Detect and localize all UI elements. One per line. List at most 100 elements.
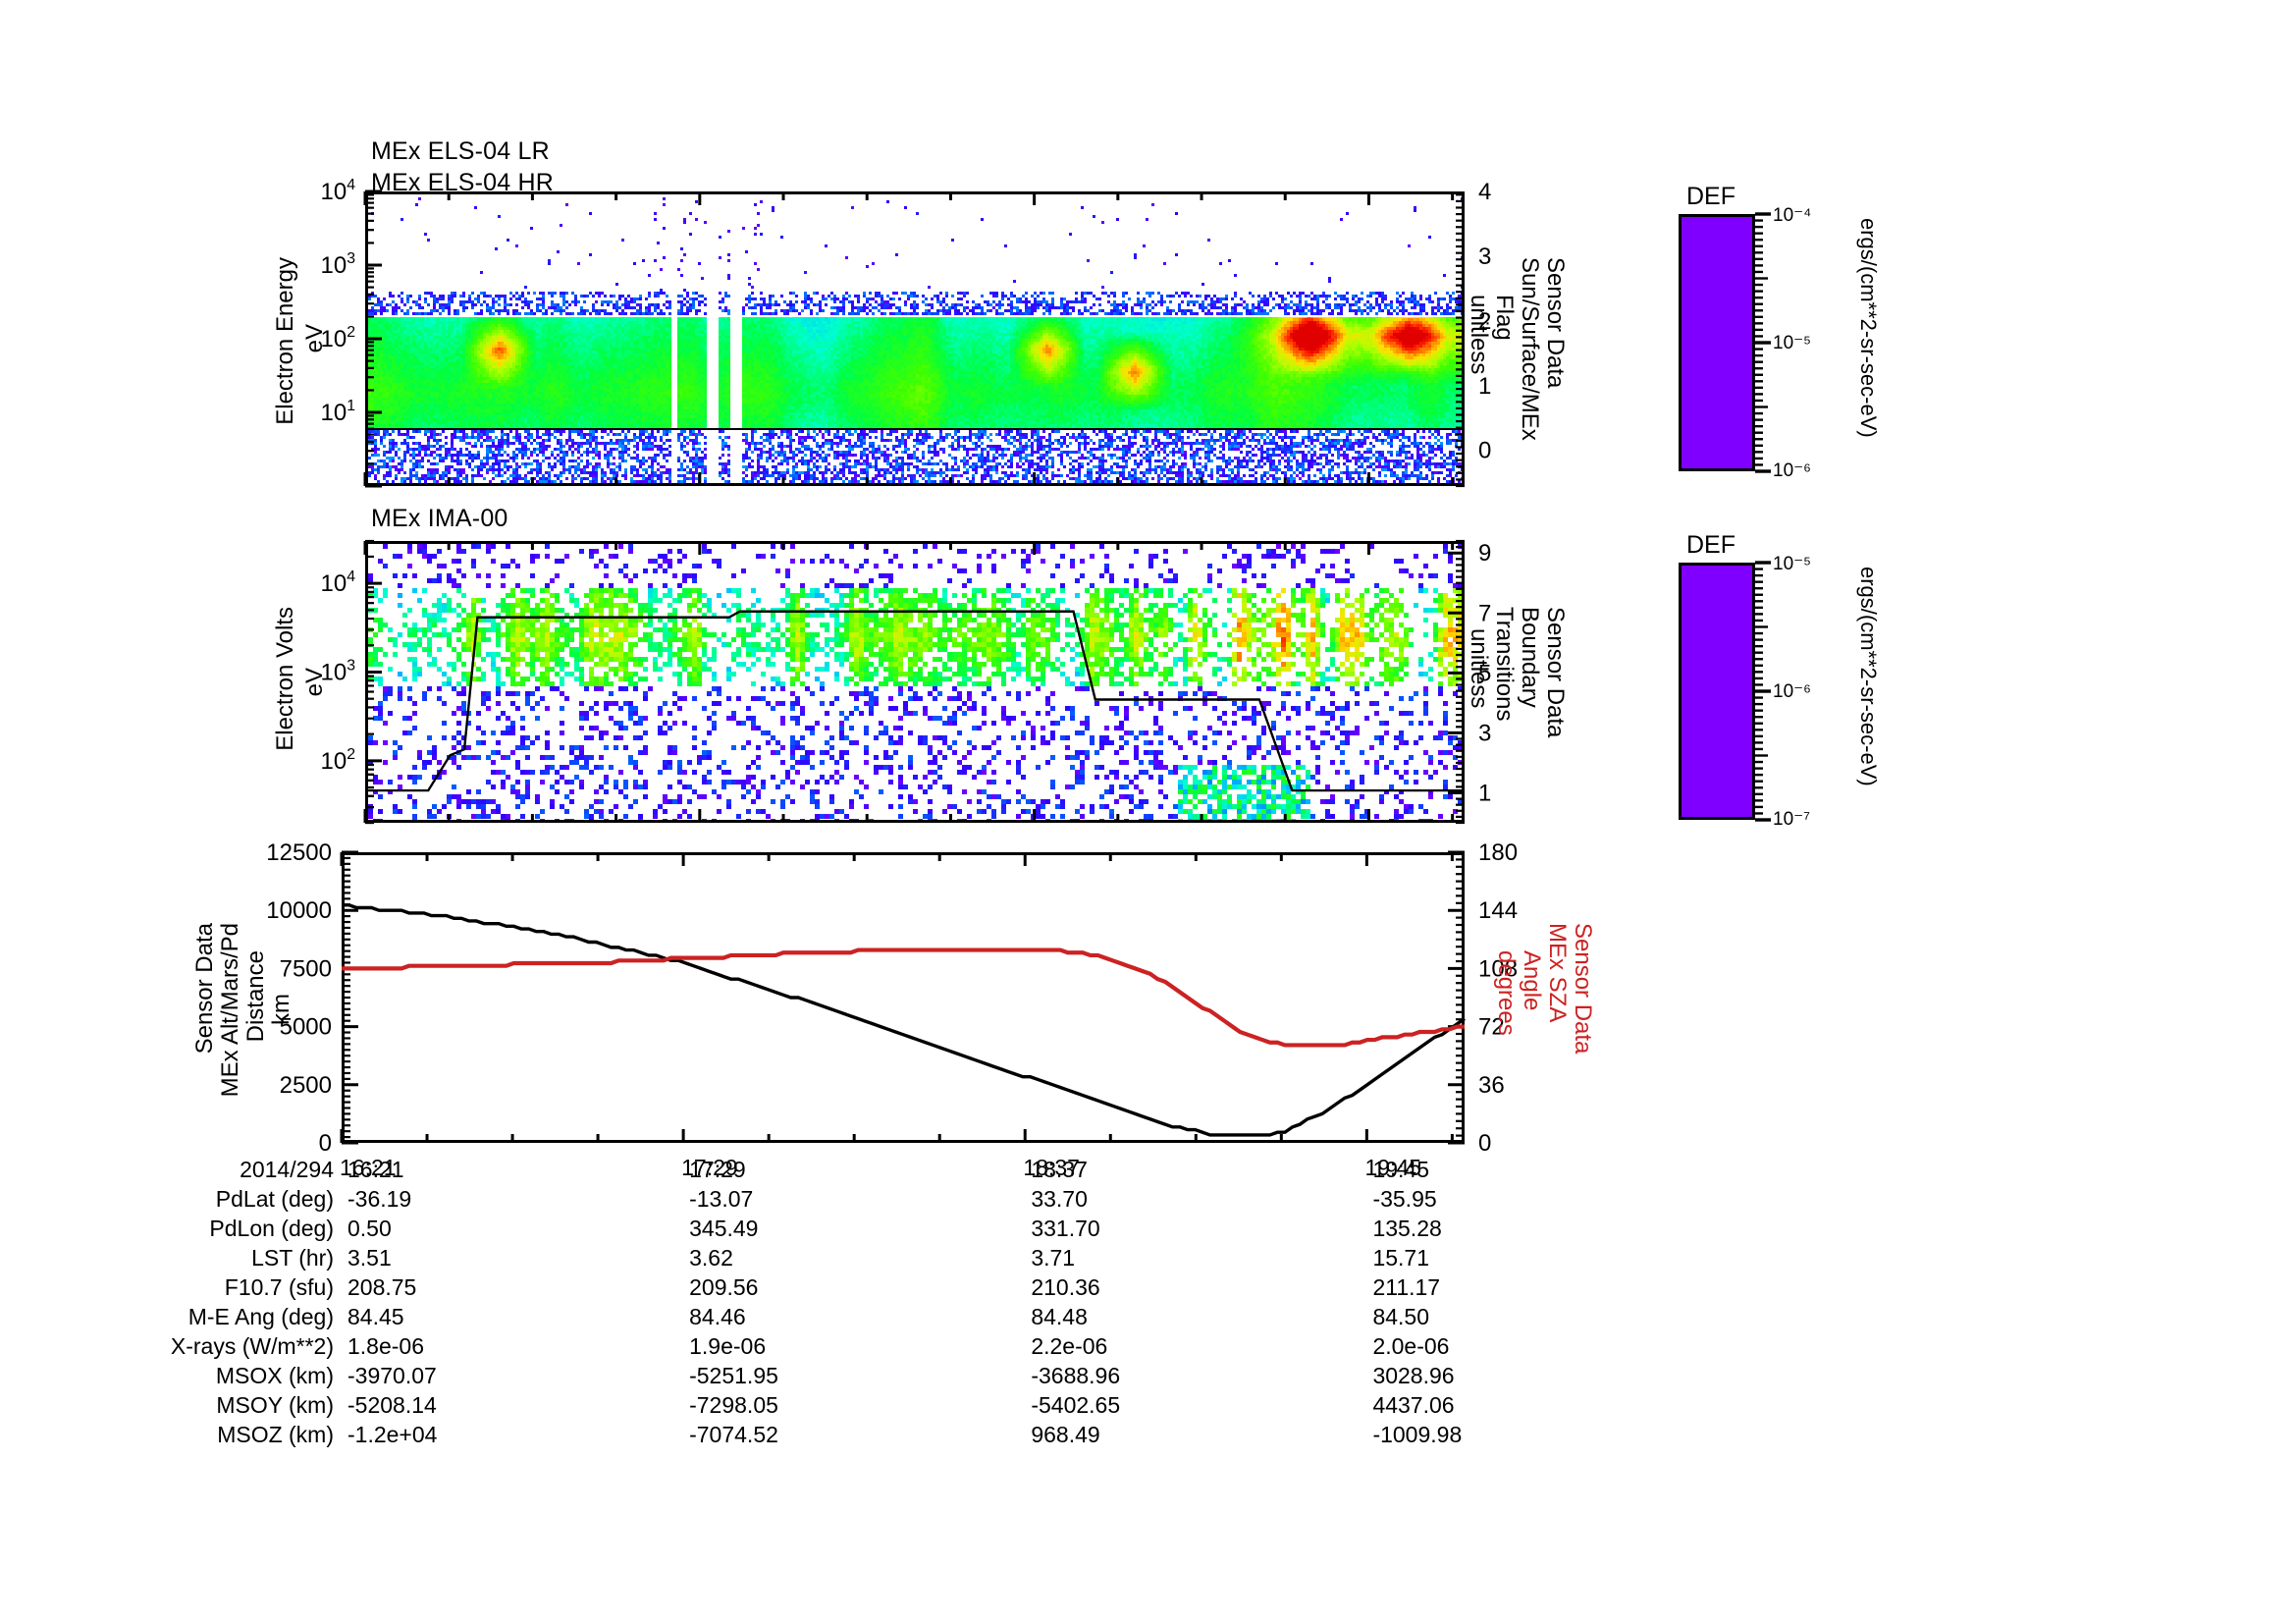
table-cell: 84.48 <box>1031 1303 1088 1329</box>
time-tick-label: 18:37 <box>1023 1155 1080 1180</box>
table-cell: 345.49 <box>689 1215 759 1241</box>
svg-text:2: 2 <box>1478 308 1491 335</box>
table-cell: 3.62 <box>689 1244 733 1271</box>
svg-text:0: 0 <box>319 1130 332 1157</box>
colorbar-1-title: DEF <box>1686 183 1735 210</box>
table-cell: 84.50 <box>1372 1303 1429 1329</box>
table-cell: 3.71 <box>1031 1244 1076 1271</box>
svg-text:2500: 2500 <box>280 1072 332 1099</box>
table-row: LST (hr) 3.51 3.62 3.71 15.71 <box>0 1243 1667 1272</box>
panel2-spectrogram <box>368 544 1462 820</box>
table-cell: -5208.14 <box>347 1391 437 1418</box>
svg-text:9: 9 <box>1478 540 1491 567</box>
panel2-axes: 104 103 102 9 7 5 3 1 <box>320 539 1491 825</box>
panel2-right-axis-label3: Transitions <box>1491 607 1519 722</box>
table-row: X-rays (W/m**2) 1.8e-06 1.9e-06 2.2e-06 2.0e… <box>0 1331 1667 1361</box>
table-cell: 4437.06 <box>1372 1391 1455 1418</box>
time-tick-label: 19:45 <box>1364 1155 1422 1180</box>
panel1-right-axis-label: Sensor Data <box>1542 257 1570 389</box>
table-cell: 33.70 <box>1031 1185 1088 1212</box>
table-cell: 968.49 <box>1031 1421 1100 1447</box>
panel1-right-axis-unit: unitless <box>1466 295 1493 375</box>
table-cell: 15.71 <box>1372 1244 1429 1271</box>
table-row-label: MSOZ (km) <box>217 1421 334 1447</box>
panel2-plot-frame <box>365 541 1465 823</box>
colorbar-1: DEF 10⁻⁴ 10⁻⁵ 10⁻⁶ ergs/(cm**2-sr-sec-eV… <box>1669 183 2081 511</box>
colorbar-2-max-label: 10⁻⁵ <box>1773 554 1812 574</box>
panel3-left-axis-label: Sensor Data <box>191 923 218 1055</box>
panel3-right-axis-label: Sensor Data <box>1570 923 1597 1055</box>
table-row-label: M-E Ang (deg) <box>187 1303 334 1329</box>
table-cell: 0.50 <box>347 1215 392 1241</box>
colorbar-2-ticks <box>1755 561 1771 822</box>
table-row-label: MSOY (km) <box>216 1391 334 1418</box>
table-cell: -35.95 <box>1372 1185 1437 1212</box>
table-cell: 16:21 <box>347 1156 404 1182</box>
table-cell: 1.8e-06 <box>347 1332 425 1359</box>
table-row-label: LST (hr) <box>251 1244 334 1271</box>
svg-text:0: 0 <box>1478 438 1491 464</box>
table-cell: -13.07 <box>689 1185 754 1212</box>
table-cell: 3028.96 <box>1372 1362 1455 1388</box>
table-row: 2014/294 16:21 17:29 18:37 19:45 <box>0 1155 1667 1184</box>
colorbar-1-ticks <box>1755 212 1771 473</box>
table-cell: 1.9e-06 <box>689 1332 767 1359</box>
table-cell: 209.56 <box>689 1273 759 1300</box>
svg-text:7: 7 <box>1478 600 1491 626</box>
panel2-right-axis-label2: Boundary <box>1517 607 1544 708</box>
table-cell: 210.36 <box>1031 1273 1100 1300</box>
panel1-title-lr: MEx ELS-04 LR <box>371 137 550 165</box>
svg-text:7500: 7500 <box>280 955 332 982</box>
table-row: F10.7 (sfu) 208.75 209.56 210.36 211.17 <box>0 1272 1667 1302</box>
colorbar-2-min-label: 10⁻⁷ <box>1773 809 1811 830</box>
panel1-spectrogram <box>368 194 1462 483</box>
table-cell: -7074.52 <box>689 1421 778 1447</box>
table-row-label: 2014/294 <box>240 1156 334 1182</box>
table-cell: 331.70 <box>1031 1215 1100 1241</box>
colorbar-2-gradient <box>1679 563 1755 820</box>
panel1-plot-frame <box>365 191 1465 486</box>
svg-text:104: 104 <box>320 177 355 205</box>
colorbar-1-max-label: 10⁻⁴ <box>1773 205 1812 226</box>
table-cell: -36.19 <box>347 1185 412 1212</box>
svg-text:144: 144 <box>1478 897 1518 924</box>
panel1-right-axis-label2: Sun/Surface/MEx <box>1517 257 1544 441</box>
colorbar-2-mid-label: 10⁻⁶ <box>1773 681 1811 702</box>
table-row: MSOX (km) -3970.07 -5251.95 -3688.96 3028.96 <box>0 1361 1667 1390</box>
panel2-right-axis-label: Sensor Data <box>1542 607 1570 738</box>
table-cell: -1009.98 <box>1372 1421 1463 1447</box>
svg-text:102: 102 <box>320 324 355 352</box>
svg-text:103: 103 <box>320 250 355 279</box>
table-cell: 19:45 <box>1372 1156 1429 1182</box>
table-row-label: X-rays (W/m**2) <box>170 1332 334 1359</box>
colorbar-1-unit-label: ergs/(cm**2-sr-sec-eV) <box>1856 218 1881 438</box>
svg-text:72: 72 <box>1478 1014 1505 1041</box>
svg-text:12500: 12500 <box>266 839 332 866</box>
svg-text:180: 180 <box>1478 839 1518 866</box>
svg-text:10000: 10000 <box>266 897 332 924</box>
table-cell: -3970.07 <box>347 1362 437 1388</box>
table-cell: 3.51 <box>347 1244 392 1271</box>
ephemeris-data-table: 2014/294 16:21 17:29 18:37 19:45 PdLat (deg) -… <box>0 1155 1667 1449</box>
table-cell: 208.75 <box>347 1273 417 1300</box>
table-cell: 211.17 <box>1372 1273 1441 1300</box>
svg-text:0: 0 <box>1478 1130 1491 1157</box>
table-cell: -1.2e+04 <box>347 1421 438 1447</box>
table-cell: 2.0e-06 <box>1372 1332 1450 1359</box>
table-cell: 135.28 <box>1372 1215 1442 1241</box>
panel1-axes: 104 103 102 101 4 3 2 1 0 <box>320 177 1491 488</box>
panel2-right-axis-unit: unitless <box>1466 628 1493 709</box>
panel3-right-axis-label2: MEx SZA <box>1544 923 1572 1023</box>
svg-text:1: 1 <box>1478 373 1491 400</box>
colorbar-1-mid-label: 10⁻⁵ <box>1773 333 1812 353</box>
panel2-title: MEx IMA-00 <box>371 505 508 532</box>
panel1-right-axis-label3: Flag <box>1491 295 1519 341</box>
svg-text:3: 3 <box>1478 243 1491 270</box>
table-cell: -5402.65 <box>1031 1391 1121 1418</box>
colorbar-2-unit-label: ergs/(cm**2-sr-sec-eV) <box>1856 567 1881 786</box>
table-cell: -3688.96 <box>1031 1362 1121 1388</box>
table-cell: -5251.95 <box>689 1362 778 1388</box>
table-row: PdLon (deg) 0.50 345.49 331.70 135.28 <box>0 1214 1667 1243</box>
table-row-label: PdLat (deg) <box>215 1185 334 1212</box>
panel3-axes-and-lines: 12500 10000 7500 5000 2500 0 180 144 108 72 36 0 <box>266 839 1518 1157</box>
